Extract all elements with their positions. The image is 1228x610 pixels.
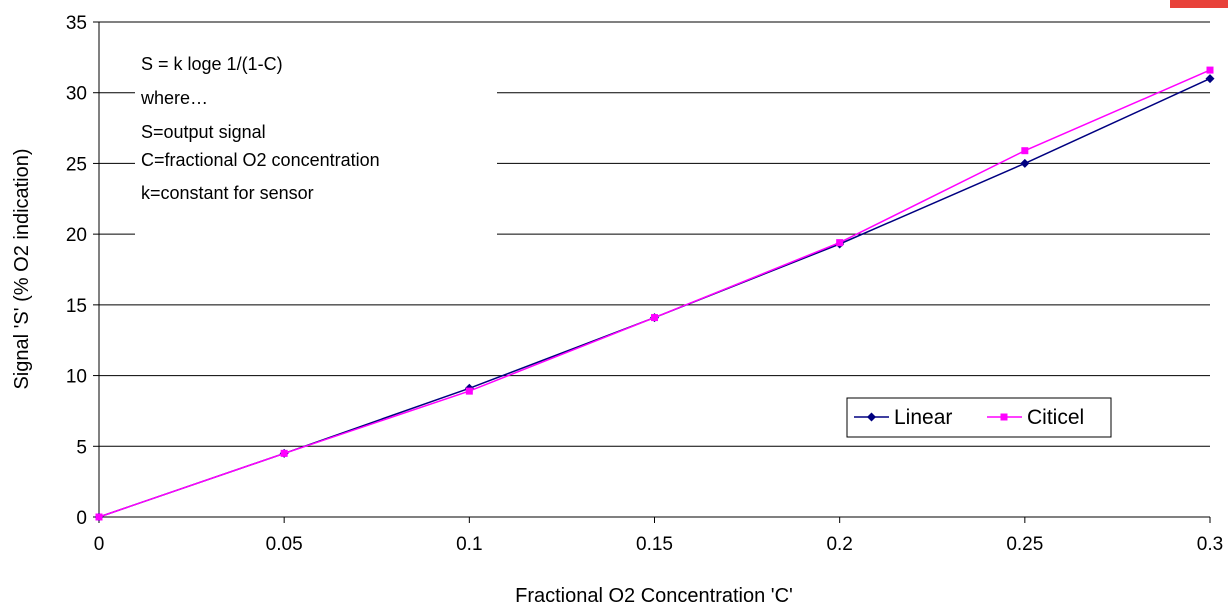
x-tick-label: 0.05: [266, 534, 303, 555]
annotation-line-k-definition: k=constant for sensor: [141, 183, 314, 203]
y-axis-ticks: 0 5 10 15 20 25 30 35: [66, 13, 99, 529]
x-tick-label: 0: [94, 534, 105, 555]
data-point-citicel: [836, 239, 844, 247]
x-tick-label: 0.2: [826, 534, 852, 555]
annotation-box: [135, 40, 497, 240]
legend-label-citicel: Citicel: [1027, 406, 1084, 429]
y-tick-label: 20: [66, 225, 87, 246]
x-tick-label: 0.15: [636, 534, 673, 555]
y-tick-label: 15: [66, 296, 87, 317]
series-group: [94, 66, 1215, 522]
annotation-line-c-definition: C=fractional O2 concentration: [141, 150, 380, 170]
data-point-citicel: [280, 449, 288, 457]
annotation-line-where: where…: [140, 88, 208, 108]
data-point-citicel: [465, 387, 473, 395]
y-tick-label: 35: [66, 13, 87, 34]
x-tick-label: 0.1: [456, 534, 482, 555]
y-tick-label: 0: [76, 508, 87, 529]
x-axis-ticks: 0 0.05 0.1 0.15 0.2 0.25 0.3: [94, 517, 1223, 555]
data-point-linear: [1205, 74, 1215, 84]
legend-marker-citicel: [1000, 413, 1008, 421]
y-axis-title: Signal 'S' (% O2 indication): [11, 148, 33, 389]
data-point-linear: [1020, 158, 1030, 168]
y-tick-label: 30: [66, 84, 87, 105]
data-point-citicel: [1021, 147, 1029, 155]
data-point-citicel: [95, 513, 103, 521]
legend-marker-linear: [867, 412, 876, 422]
legend-box: [846, 397, 1112, 438]
data-point-citicel: [1206, 66, 1214, 74]
legend-label-linear: Linear: [894, 406, 952, 429]
legend: Linear Citicel: [846, 397, 1112, 438]
x-tick-label: 0.25: [1006, 534, 1043, 555]
y-tick-label: 5: [76, 437, 87, 458]
annotation-line-s-definition: S=output signal: [141, 122, 266, 142]
data-point-citicel: [651, 314, 658, 322]
y-tick-label: 25: [66, 154, 87, 175]
x-axis-title: Fractional O2 Concentration 'C': [515, 585, 793, 607]
annotation-line-formula: S = k loge 1/(1-C): [141, 54, 283, 74]
x-tick-label: 0.3: [1197, 534, 1223, 555]
y-tick-label: 10: [66, 367, 87, 388]
corner-tab: [1170, 0, 1228, 8]
